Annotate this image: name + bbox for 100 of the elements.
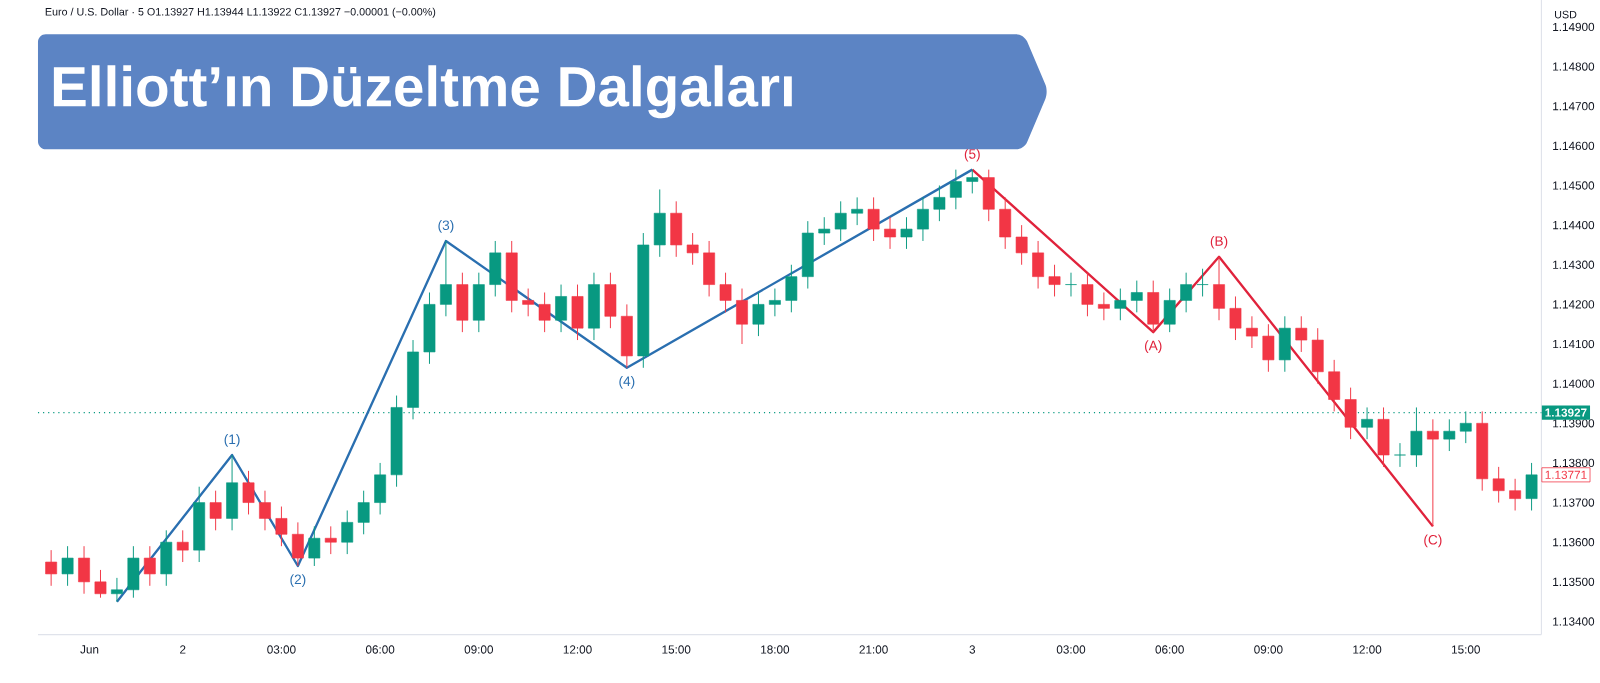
- x-tick-label: 09:00: [1254, 645, 1283, 654]
- candlestick: [143, 545, 156, 587]
- candlestick: [834, 200, 847, 242]
- candlestick: [884, 216, 896, 250]
- annotation: (3): [438, 219, 454, 233]
- x-tick-label: 06:00: [1155, 645, 1184, 654]
- candlestick: [341, 509, 354, 555]
- candlestick: [1525, 462, 1538, 511]
- candlestick: [259, 490, 271, 531]
- candlestick: [111, 577, 123, 602]
- candlestick: [78, 545, 90, 595]
- annotation: (2): [290, 574, 306, 587]
- candlestick: [1295, 315, 1308, 353]
- candlestick: [752, 291, 765, 337]
- text: Elliott’ın Düzeltme Dalgaları: [53, 65, 792, 119]
- candlestick: [851, 196, 864, 226]
- candlestick: [1114, 287, 1127, 321]
- candlestick: [1015, 224, 1028, 266]
- y-tick-label: 1.13500: [1553, 577, 1595, 586]
- candlestick: [736, 287, 748, 345]
- candlestick: [209, 490, 222, 531]
- x-tick-label: 2: [180, 645, 186, 654]
- y-tick-label: 1.14100: [1553, 339, 1595, 348]
- candlestick: [1394, 442, 1406, 468]
- candlestick: [719, 272, 732, 313]
- candlestick: [1443, 418, 1456, 452]
- y-tick-label: 1.14400: [1553, 220, 1595, 230]
- x-tick-label: 18:00: [761, 645, 790, 654]
- candlestick: [917, 196, 929, 242]
- y-tick-label: 1.14200: [1553, 300, 1595, 309]
- candlestick: [555, 283, 567, 333]
- candlestick: [1509, 478, 1522, 511]
- candlestick: [1213, 256, 1225, 321]
- annotation: (5): [964, 148, 980, 162]
- candlestick: [1065, 272, 1077, 297]
- y-tick-label: 1.14700: [1553, 101, 1595, 111]
- candlestick: [949, 168, 962, 210]
- candlestick: [1262, 323, 1275, 373]
- candlestick: [440, 240, 452, 317]
- x-tick-label: 03:00: [1056, 645, 1086, 654]
- y-tick-label: 1.14600: [1553, 141, 1595, 150]
- candlestick: [1229, 295, 1242, 341]
- y-tick-label: 1.13700: [1553, 498, 1595, 507]
- candlestick: [1081, 272, 1094, 317]
- x-tick-label: 06:00: [365, 645, 395, 654]
- candlestick: [1459, 410, 1472, 444]
- candlestick: [324, 525, 337, 555]
- candlestick: [1492, 466, 1505, 503]
- candlestick: [900, 216, 913, 250]
- x-tick-label: Jun: [80, 645, 99, 654]
- y-tick-label: 1.13900: [1553, 418, 1595, 428]
- y-tick-label: 1.13400: [1553, 617, 1595, 626]
- candlestick: [966, 168, 979, 194]
- candlestick: [275, 505, 288, 547]
- candlestick: [291, 521, 304, 567]
- text: 1.13771: [1545, 470, 1587, 479]
- candlestick: [686, 232, 699, 266]
- y-tick-label: 1.14300: [1553, 260, 1595, 269]
- x-tick-label: 12:00: [563, 645, 592, 654]
- candlestick: [1196, 268, 1209, 297]
- x-tick-label: 3: [969, 645, 976, 654]
- x-tick-label: 12:00: [1353, 645, 1382, 654]
- candlestick: [867, 196, 880, 242]
- text: Euro / U.S. Dollar · 5 O1.13927 H1.13944 L1.13922 C1.13927 −0.00001 (−0.00%): [45, 7, 436, 18]
- annotation: (C): [1424, 534, 1442, 548]
- y-axis-title: USD: [1555, 10, 1577, 19]
- candlestick: [94, 569, 107, 598]
- candlestick: [1410, 406, 1423, 468]
- candlestick: [1130, 279, 1143, 313]
- y-tick-label: 1.14000: [1553, 379, 1595, 388]
- candlestick: [1426, 418, 1439, 527]
- candlestick: [522, 287, 535, 317]
- candlestick: [176, 529, 189, 563]
- y-tick-label: 1.13600: [1553, 537, 1595, 547]
- annotation: (B): [1210, 235, 1228, 249]
- candlestick: [933, 184, 946, 222]
- x-tick-label: 15:00: [1452, 645, 1480, 654]
- candlestick: [818, 216, 831, 246]
- candlestick: [785, 264, 798, 313]
- y-tick-label: 1.14800: [1553, 62, 1595, 71]
- candlestick: [769, 287, 781, 317]
- candlestick: [45, 549, 58, 587]
- candlestick: [61, 545, 74, 587]
- annotation: (1): [224, 433, 240, 447]
- annotation: (4): [619, 375, 635, 389]
- x-tick-label: 09:00: [464, 645, 494, 654]
- candlestick: [1097, 291, 1110, 321]
- annotation: (A): [1144, 340, 1162, 353]
- candlestick: [357, 490, 370, 535]
- candlestick: [1180, 272, 1193, 313]
- x-tick-label: 03:00: [267, 645, 296, 654]
- ref-line-label: 1.13927: [1545, 408, 1587, 417]
- y-tick-label: 1.14500: [1553, 181, 1595, 190]
- y-tick-label: 1.13800: [1553, 458, 1595, 467]
- candlestick: [308, 525, 321, 567]
- candlestick: [538, 291, 551, 333]
- x-tick-label: 21:00: [859, 645, 888, 654]
- candlestick: [1163, 287, 1176, 333]
- x-tick-label: 15:00: [662, 645, 691, 654]
- y-tick-label: 1.14900: [1553, 22, 1595, 31]
